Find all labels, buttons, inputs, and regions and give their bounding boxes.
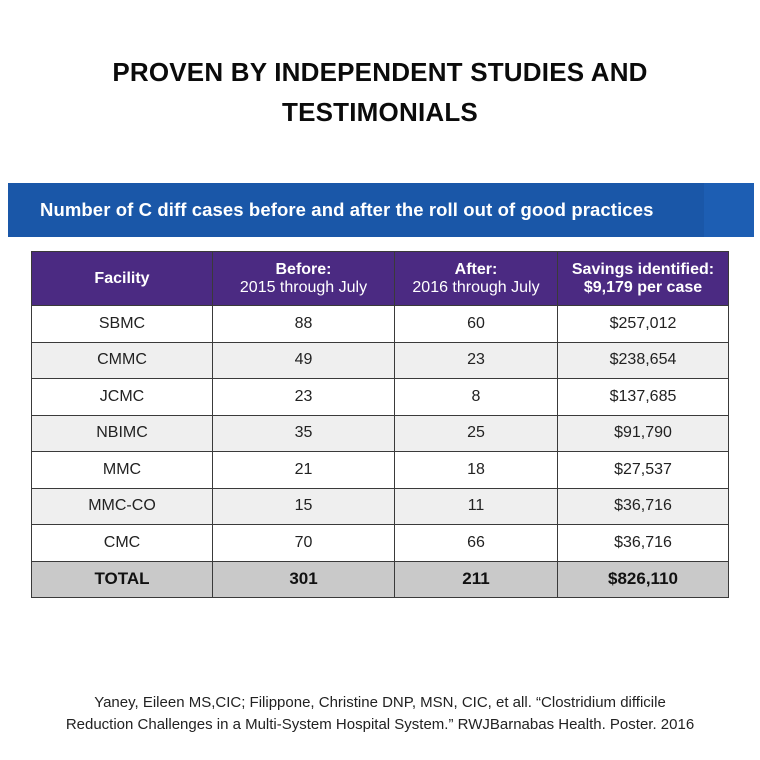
cell-savings: $27,537 [557,451,729,489]
cell-facility: MMC [31,451,213,489]
citation-line-2: Reduction Challenges in a Multi-System H… [65,716,695,733]
table-row: MMC-CO 15 11 $36,716 [31,487,729,525]
cell-before: 88 [212,305,395,343]
cell-savings: $91,790 [557,414,729,452]
table-row: MMC 21 18 $27,537 [31,451,729,489]
cell-before: 15 [212,487,395,525]
citation-line-1: Yaney, Eileen MS,CIC; Filippone, Christi… [94,694,666,711]
header-after-label: After: [454,260,498,278]
cell-after: 25 [394,414,558,452]
table-row: CMC 70 66 $36,716 [31,524,729,562]
table-caption-banner: Number of C diff cases before and after … [8,183,754,237]
total-label: TOTAL [31,560,213,598]
table-header-row: Facility Before: 2015 through July After… [31,251,729,306]
header-after-period: 2016 through July [412,278,540,296]
cdiff-cases-table: Facility Before: 2015 through July After… [31,251,729,598]
table-total-row: TOTAL 301 211 $826,110 [31,560,729,598]
header-before-label: Before: [275,260,332,278]
cell-before: 35 [212,414,395,452]
cell-after: 23 [394,341,558,379]
header-savings-rate: $9,179 per case [583,278,703,296]
table-row: CMMC 49 23 $238,654 [31,341,729,379]
total-savings: $826,110 [557,560,729,598]
cell-savings: $36,716 [557,524,729,562]
cell-savings: $36,716 [557,487,729,525]
cell-before: 70 [212,524,395,562]
cell-facility: JCMC [31,378,213,416]
table-caption: Number of C diff cases before and after … [40,199,654,220]
cell-savings: $238,654 [557,341,729,379]
total-after: 211 [394,560,558,598]
total-before: 301 [212,560,395,598]
cell-savings: $137,685 [557,378,729,416]
cell-after: 66 [394,524,558,562]
cell-after: 60 [394,305,558,343]
header-savings: Savings identified: $9,179 per case [557,251,729,306]
header-savings-label: Savings identified: [571,260,715,278]
cell-facility: CMMC [31,341,213,379]
cell-before: 21 [212,451,395,489]
page-title: PROVEN BY INDEPENDENT STUDIES AND TESTIM… [40,52,720,132]
header-before: Before: 2015 through July [212,251,395,306]
header-facility: Facility [31,251,213,306]
cell-after: 11 [394,487,558,525]
page-title-line-2: TESTIMONIALS [282,97,478,127]
cell-facility: SBMC [31,305,213,343]
cell-facility: CMC [31,524,213,562]
citation: Yaney, Eileen MS,CIC; Filippone, Christi… [20,692,740,736]
header-facility-label: Facility [94,269,150,287]
table-row: NBIMC 35 25 $91,790 [31,414,729,452]
cell-facility: NBIMC [31,414,213,452]
cell-facility: MMC-CO [31,487,213,525]
page-title-line-1: PROVEN BY INDEPENDENT STUDIES AND [112,57,648,87]
banner-edge [704,183,754,237]
header-before-period: 2015 through July [239,278,368,296]
table-row: JCMC 23 8 $137,685 [31,378,729,416]
cell-savings: $257,012 [557,305,729,343]
cell-before: 23 [212,378,395,416]
header-after: After: 2016 through July [394,251,558,306]
cell-before: 49 [212,341,395,379]
cell-after: 18 [394,451,558,489]
table-row: SBMC 88 60 $257,012 [31,305,729,343]
cell-after: 8 [394,378,558,416]
